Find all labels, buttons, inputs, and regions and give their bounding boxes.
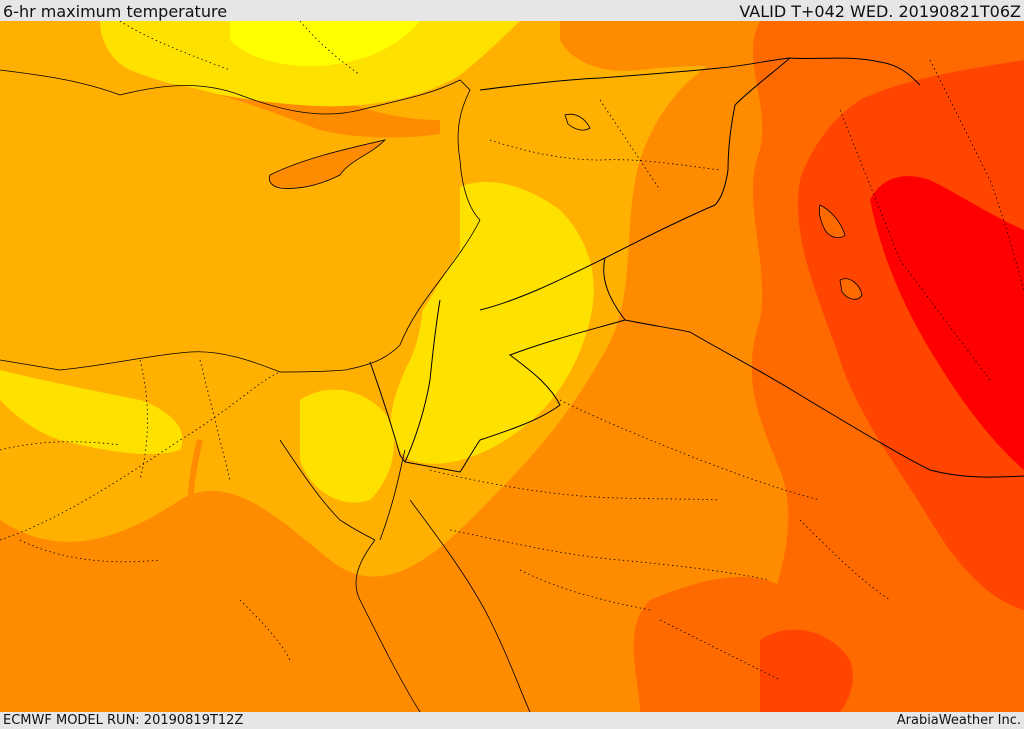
coastline-red-sea <box>355 449 531 712</box>
nile-valley <box>187 439 243 701</box>
coastline-gulf-suez <box>279 439 376 541</box>
model-run-label: ECMWF MODEL RUN: 20190819T12Z <box>3 713 244 728</box>
header-bar: 6-hr maximum temperature VALID T+042 WED… <box>0 0 1024 21</box>
border-jordan-syria <box>479 257 606 311</box>
yellow-zone-sinai <box>300 389 394 503</box>
border-israel-jordan <box>404 299 441 463</box>
cyprus-island <box>268 139 387 189</box>
border-jordan-iraq-saudi <box>624 319 1024 478</box>
yellow-zone-egypt-west <box>0 370 183 455</box>
lake-razazah <box>839 278 863 300</box>
border-turkey-syria-iraq <box>479 57 921 91</box>
temperature-map[interactable] <box>0 21 1024 712</box>
border-israel-egypt <box>369 361 406 463</box>
red-zone-southeast-iraq <box>870 176 1024 470</box>
border-syria-iraq <box>603 57 791 321</box>
admin-boundaries <box>0 21 1024 681</box>
lake-assad <box>564 113 591 131</box>
map-title: 6-hr maximum temperature <box>3 2 228 21</box>
coastline-levant <box>279 219 481 373</box>
red-orange-zone-south <box>760 629 853 712</box>
footer-bar: ECMWF MODEL RUN: 20190819T12Z ArabiaWeat… <box>0 712 1024 729</box>
bright-yellow-zone-turkey <box>230 21 420 67</box>
border-jordan-saudi <box>404 319 626 473</box>
credit-label: ArabiaWeather Inc. <box>896 713 1021 728</box>
valid-time: VALID T+042 WED. 20190821T06Z <box>739 2 1021 21</box>
coastline-turkey <box>0 69 481 221</box>
lake-tharthar <box>818 204 846 239</box>
orange-zone-north-band <box>180 84 440 155</box>
coastline-egypt-north <box>0 351 281 373</box>
red-orange-zone-iraq <box>798 60 1024 610</box>
